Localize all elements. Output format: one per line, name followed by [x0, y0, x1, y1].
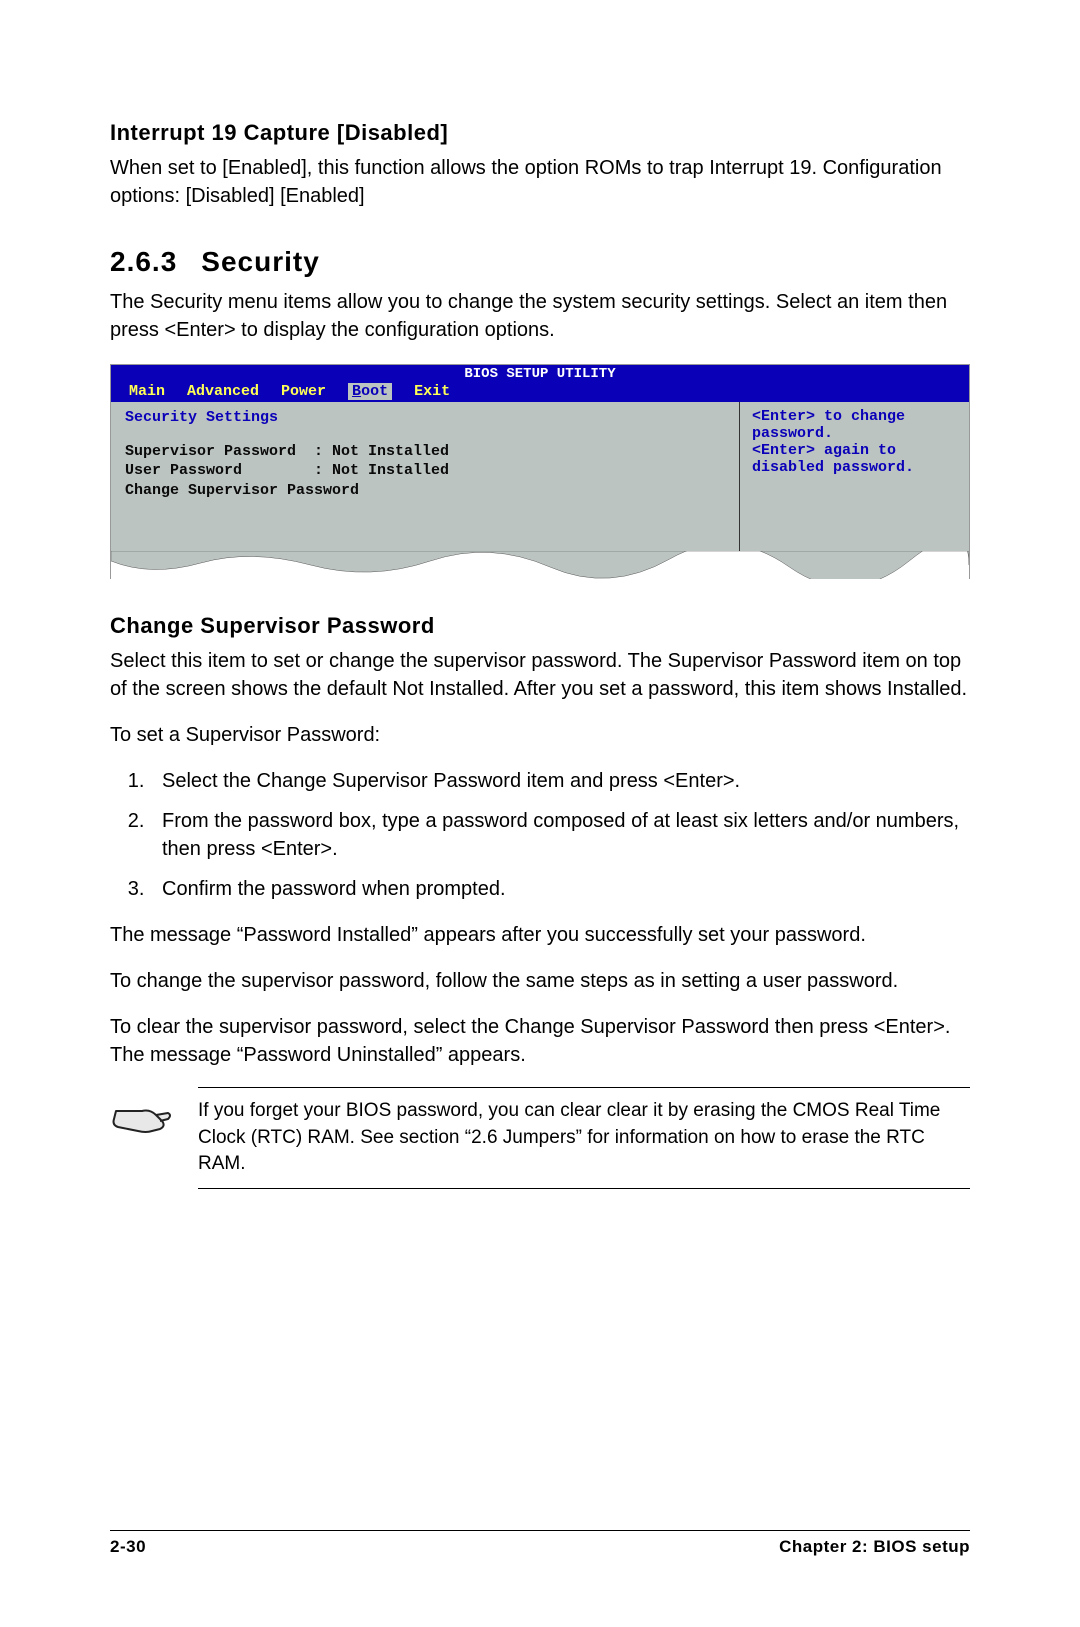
bios-row: Supervisor Password : Not Installed [125, 442, 725, 462]
change-pw-p2: To set a Supervisor Password: [110, 721, 970, 749]
note-text: If you forget your BIOS password, you ca… [198, 1087, 970, 1189]
bios-row: User Password : Not Installed [125, 461, 725, 481]
hand-pointing-icon [110, 1087, 174, 1189]
bios-tab-power: Power [281, 383, 326, 400]
bios-tabs: Main Advanced Power Boot Exit [111, 383, 969, 402]
section-title: 2.6.3 Security [110, 246, 970, 278]
bios-tab-main: Main [129, 383, 165, 400]
bios-row: Change Supervisor Password [125, 481, 725, 501]
torn-edge [111, 551, 969, 579]
note-block: If you forget your BIOS password, you ca… [110, 1087, 970, 1189]
change-pw-heading: Change Supervisor Password [110, 613, 970, 639]
step-item: Confirm the password when prompted. [150, 875, 970, 903]
bios-screenshot: BIOS SETUP UTILITY Main Advanced Power B… [110, 364, 970, 579]
change-pw-p4: To change the supervisor password, follo… [110, 967, 970, 995]
interrupt-heading: Interrupt 19 Capture [Disabled] [110, 120, 970, 146]
interrupt-body: When set to [Enabled], this function all… [110, 154, 970, 210]
change-pw-p5: To clear the supervisor password, select… [110, 1013, 970, 1069]
step-item: Select the Change Supervisor Password it… [150, 767, 970, 795]
section-intro: The Security menu items allow you to cha… [110, 288, 970, 344]
change-pw-p1: Select this item to set or change the su… [110, 647, 970, 703]
section-number: 2.6.3 [110, 246, 177, 278]
bios-tab-exit: Exit [414, 383, 450, 400]
steps-list: Select the Change Supervisor Password it… [150, 767, 970, 903]
page-number: 2-30 [110, 1537, 146, 1557]
page-footer: 2-30 Chapter 2: BIOS setup [110, 1530, 970, 1557]
bios-tab-boot: Boot [348, 383, 392, 400]
section-name: Security [201, 246, 320, 277]
bios-tab-advanced: Advanced [187, 383, 259, 400]
bios-security-heading: Security Settings [125, 408, 725, 428]
step-item: From the password box, type a password c… [150, 807, 970, 863]
bios-help-panel: <Enter> to change password. <Enter> agai… [739, 402, 969, 552]
bios-utility-title: BIOS SETUP UTILITY [111, 365, 969, 383]
change-pw-p3: The message “Password Installed” appears… [110, 921, 970, 949]
bios-left-panel: Security Settings Supervisor Password : … [111, 402, 739, 552]
chapter-label: Chapter 2: BIOS setup [779, 1537, 970, 1557]
bios-help-text: <Enter> to change password. <Enter> agai… [752, 408, 957, 476]
